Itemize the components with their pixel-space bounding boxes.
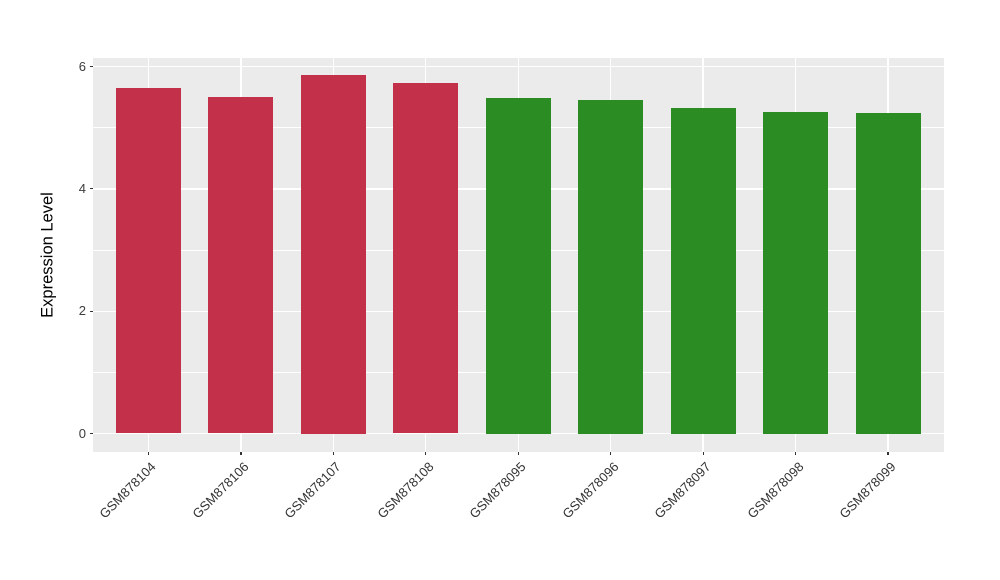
x-tick-GSM878108 (425, 451, 427, 455)
bar-GSM878098 (763, 111, 829, 434)
x-label-text-GSM878098: GSM878098 (743, 458, 807, 521)
x-tick-GSM878106 (240, 451, 242, 455)
x-tick-GSM878096 (610, 451, 612, 455)
x-tick-GSM878099 (887, 451, 889, 455)
y-tick-label-6: 6 (78, 58, 86, 74)
bar-GSM878096 (578, 99, 644, 434)
bar-GSM878106 (208, 96, 274, 434)
y-tick-2 (89, 310, 93, 312)
x-label-text-GSM878097: GSM878097 (651, 458, 714, 521)
x-label-text-GSM878099: GSM878099 (836, 458, 899, 521)
bar-GSM878099 (855, 113, 921, 434)
y-axis-title: Expression Level (38, 191, 57, 318)
x-tick-GSM878095 (517, 451, 519, 455)
x-label-text-GSM878096: GSM878096 (559, 458, 622, 521)
x-tick-GSM878104 (147, 451, 150, 455)
x-label-text-GSM878106: GSM878106 (189, 458, 252, 521)
x-tick-GSM878097 (702, 451, 704, 455)
x-label-text-GSM878108: GSM878108 (374, 458, 437, 521)
x-label-text-GSM878095: GSM878095 (466, 458, 529, 521)
y-tick-6 (89, 66, 93, 68)
x-tick-GSM878098 (794, 451, 797, 455)
x-tick-GSM878107 (332, 451, 334, 455)
bar-GSM878097 (670, 107, 736, 434)
y-tick-0 (89, 432, 93, 435)
x-label-text-GSM878104: GSM878104 (96, 458, 160, 521)
bar-GSM878108 (393, 83, 459, 434)
y-tick-label-2: 2 (78, 303, 86, 319)
y-tick-label-0: 0 (78, 425, 86, 441)
y-tick-label-4: 4 (78, 180, 86, 196)
plot-panel (93, 57, 944, 452)
x-label-text-GSM878107: GSM878107 (281, 458, 344, 521)
bar-GSM878104 (115, 88, 181, 434)
bar-GSM878107 (300, 75, 366, 434)
y-tick-4 (89, 188, 93, 190)
bar-GSM878095 (485, 97, 551, 434)
